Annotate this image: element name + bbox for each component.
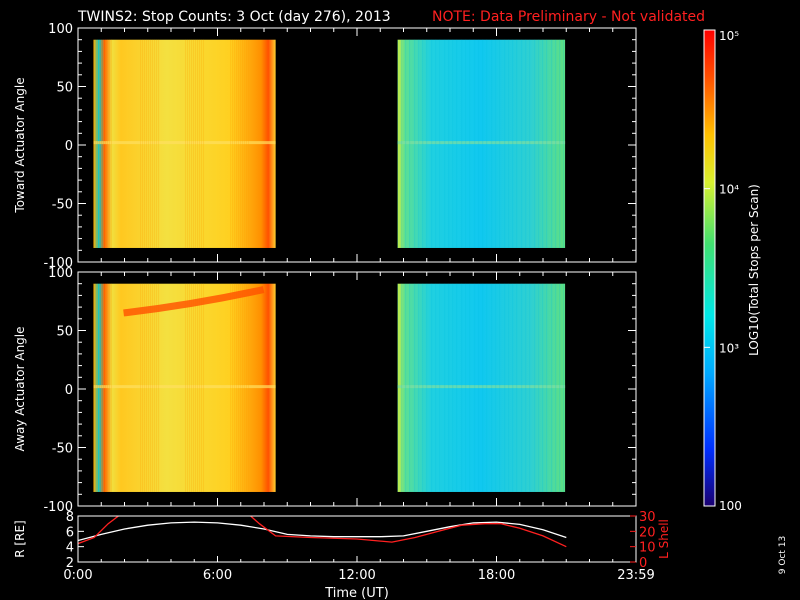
high-count-feature [123,286,265,317]
y-tick-label: 100 [48,266,73,281]
y-axis-label: R [RE] [13,520,27,557]
y-tick-label: -100 [43,256,73,271]
away-angle-panel: 100 50 0 -50 -100 Away Actuator Angle [13,266,637,515]
y-tick-label: 0 [65,139,73,154]
y-tick-label: 4 [66,541,74,556]
y2-tick-label: 20 [639,525,656,540]
y2-axis-label: L Shell [657,519,671,559]
x-tick-label: 12:00 [338,568,375,583]
y-tick-label: 8 [66,510,74,525]
colorbar-tick-label: 10³ [719,341,739,355]
y-axis-label: Toward Actuator Angle [13,77,27,213]
x-tick-label: 0:00 [63,568,92,583]
y-tick-label: 2 [66,556,74,571]
y-tick-label: 50 [56,81,73,96]
orbit-lines [78,516,567,548]
y-tick-label: 100 [48,22,73,37]
y-axis-label: Away Actuator Angle [13,326,27,451]
y-tick-label: 0 [65,383,73,398]
x-tick-label: 18:00 [478,568,515,583]
colorbar-label: LOG10(Total Stops per Scan) [747,184,761,356]
radius-line [78,521,567,542]
x-tick-label: 23:59 [617,568,654,583]
y2-tick-label: 0 [639,556,647,571]
y2-tick-label: 10 [639,541,656,556]
side-date-label: 9 Oct 13 [778,536,788,574]
colorbar-gradient [703,29,716,507]
preliminary-note: NOTE: Data Preliminary - Not validated [432,9,705,25]
colorbar-tick-label: 10⁴ [719,183,739,197]
y-tick-label: -50 [52,198,73,213]
chart-title: TWINS2: Stop Counts: 3 Oct (day 276), 20… [77,9,391,25]
y2-tick-label: 30 [639,510,656,525]
y-tick-label: -100 [43,500,73,515]
colorbar-tick-label: 10⁵ [719,29,739,43]
l-shell-line [78,516,567,548]
x-tick-label: 6:00 [203,568,232,583]
x-axis-label: Time (UT) [324,586,389,600]
colorbar-tick-label: 100 [719,499,742,513]
y-tick-label: 6 [66,525,74,540]
y-tick-label: -50 [52,442,73,457]
colorbar: 100 10³ 10⁴ 10⁵ LOG10(Total Stops per Scan) [703,29,761,513]
toward-angle-panel: 100 50 0 -50 -100 Toward Actuator Angle [13,22,637,271]
y-tick-label: 50 [56,325,73,340]
